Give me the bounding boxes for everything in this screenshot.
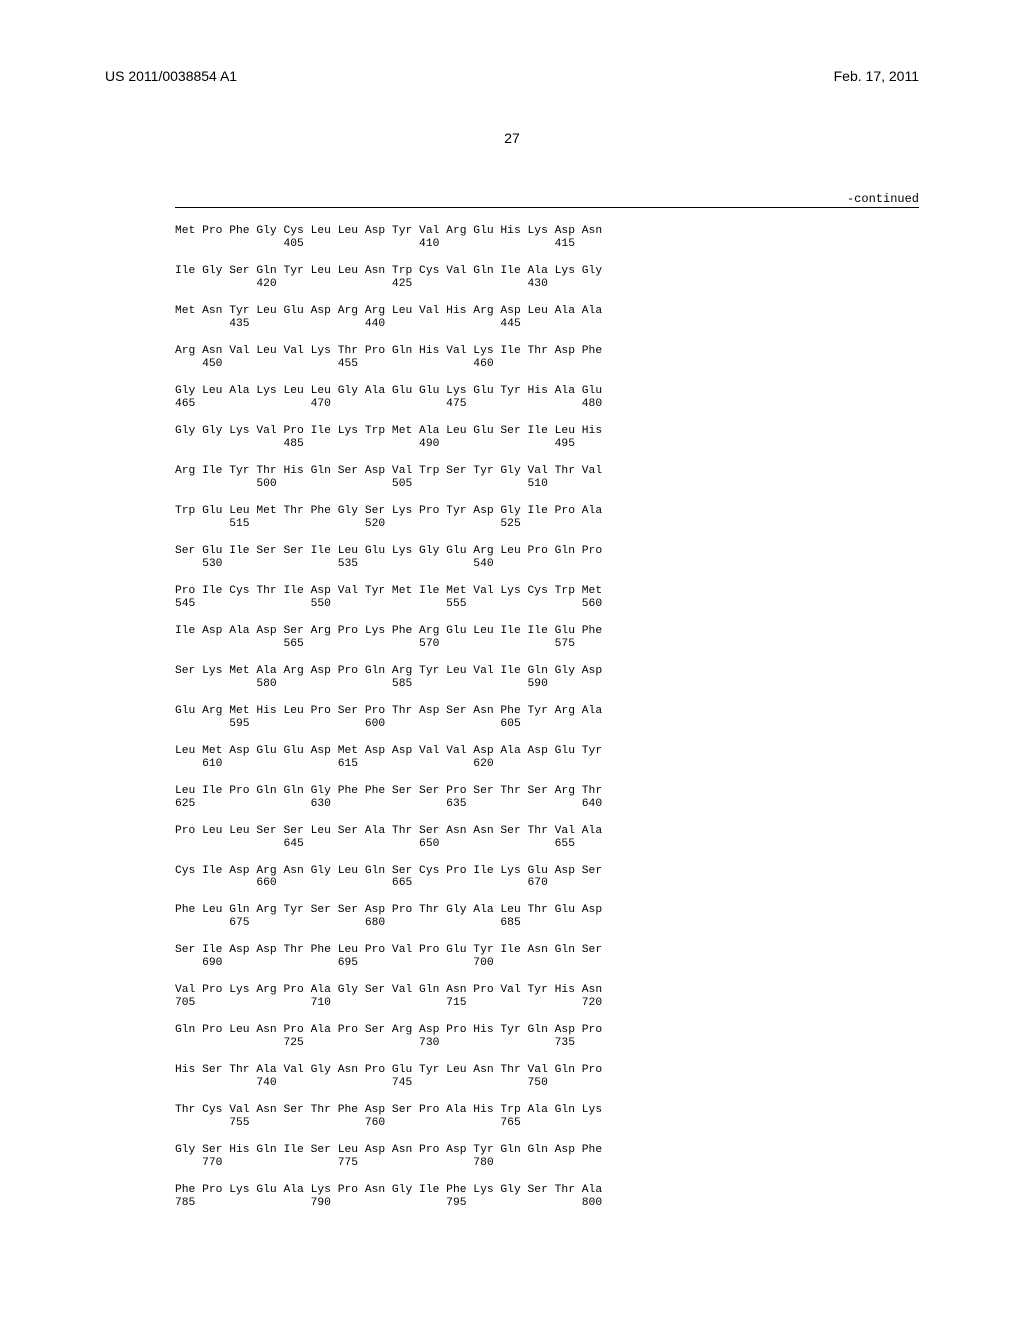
sequence-row: Phe Leu Gln Arg Tyr Ser Ser Asp Pro Thr … [175, 904, 602, 930]
sequence-row: Gln Pro Leu Asn Pro Ala Pro Ser Arg Asp … [175, 1024, 602, 1050]
sequence-row: Pro Ile Cys Thr Ile Asp Val Tyr Met Ile … [175, 585, 602, 611]
amino-acid-line: Cys Ile Asp Arg Asn Gly Leu Gln Ser Cys … [175, 865, 602, 878]
sequence-row: Met Pro Phe Gly Cys Leu Leu Asp Tyr Val … [175, 225, 602, 251]
amino-acid-line: His Ser Thr Ala Val Gly Asn Pro Glu Tyr … [175, 1064, 602, 1077]
position-number-line: 625 630 635 640 [175, 798, 602, 811]
amino-acid-line: Gly Ser His Gln Ile Ser Leu Asp Asn Pro … [175, 1144, 602, 1157]
publication-date: Feb. 17, 2011 [834, 68, 919, 84]
position-number-line: 660 665 670 [175, 877, 602, 890]
position-number-line: 740 745 750 [175, 1077, 602, 1090]
amino-acid-line: Gly Gly Lys Val Pro Ile Lys Trp Met Ala … [175, 425, 602, 438]
sequence-row: Val Pro Lys Arg Pro Ala Gly Ser Val Gln … [175, 984, 602, 1010]
amino-acid-line: Met Pro Phe Gly Cys Leu Leu Asp Tyr Val … [175, 225, 602, 238]
sequence-row: Leu Ile Pro Gln Gln Gly Phe Phe Ser Ser … [175, 785, 602, 811]
position-number-line: 515 520 525 [175, 518, 602, 531]
sequence-row: Gly Gly Lys Val Pro Ile Lys Trp Met Ala … [175, 425, 602, 451]
position-number-line: 420 425 430 [175, 278, 602, 291]
position-number-line: 545 550 555 560 [175, 598, 602, 611]
position-number-line: 450 455 460 [175, 358, 602, 371]
continued-rule [175, 207, 919, 208]
amino-acid-line: Ser Glu Ile Ser Ser Ile Leu Glu Lys Gly … [175, 545, 602, 558]
position-number-line: 675 680 685 [175, 917, 602, 930]
position-number-line: 595 600 605 [175, 718, 602, 731]
sequence-row: Pro Leu Leu Ser Ser Leu Ser Ala Thr Ser … [175, 825, 602, 851]
sequence-row: Ile Gly Ser Gln Tyr Leu Leu Asn Trp Cys … [175, 265, 602, 291]
sequence-row: Ser Glu Ile Ser Ser Ile Leu Glu Lys Gly … [175, 545, 602, 571]
position-number-line: 530 535 540 [175, 558, 602, 571]
page-header: US 2011/0038854 A1 Feb. 17, 2011 [0, 68, 1024, 84]
position-number-line: 645 650 655 [175, 838, 602, 851]
sequence-row: Trp Glu Leu Met Thr Phe Gly Ser Lys Pro … [175, 505, 602, 531]
position-number-line: 755 760 765 [175, 1117, 602, 1130]
sequence-row: Cys Ile Asp Arg Asn Gly Leu Gln Ser Cys … [175, 865, 602, 891]
sequence-row: Phe Pro Lys Glu Ala Lys Pro Asn Gly Ile … [175, 1184, 602, 1210]
sequence-row: Arg Asn Val Leu Val Lys Thr Pro Gln His … [175, 345, 602, 371]
position-number-line: 785 790 795 800 [175, 1197, 602, 1210]
amino-acid-line: Phe Leu Gln Arg Tyr Ser Ser Asp Pro Thr … [175, 904, 602, 917]
position-number-line: 610 615 620 [175, 758, 602, 771]
sequence-row: Ile Asp Ala Asp Ser Arg Pro Lys Phe Arg … [175, 625, 602, 651]
page-number: 27 [0, 130, 1024, 146]
amino-acid-line: Met Asn Tyr Leu Glu Asp Arg Arg Leu Val … [175, 305, 602, 318]
sequence-row: Gly Leu Ala Lys Leu Leu Gly Ala Glu Glu … [175, 385, 602, 411]
amino-acid-line: Ile Asp Ala Asp Ser Arg Pro Lys Phe Arg … [175, 625, 602, 638]
sequence-row: Leu Met Asp Glu Glu Asp Met Asp Asp Val … [175, 745, 602, 771]
amino-acid-line: Thr Cys Val Asn Ser Thr Phe Asp Ser Pro … [175, 1104, 602, 1117]
amino-acid-line: Leu Met Asp Glu Glu Asp Met Asp Asp Val … [175, 745, 602, 758]
amino-acid-line: Ile Gly Ser Gln Tyr Leu Leu Asn Trp Cys … [175, 265, 602, 278]
sequence-row: His Ser Thr Ala Val Gly Asn Pro Glu Tyr … [175, 1064, 602, 1090]
amino-acid-line: Pro Leu Leu Ser Ser Leu Ser Ala Thr Ser … [175, 825, 602, 838]
position-number-line: 485 490 495 [175, 438, 602, 451]
position-number-line: 435 440 445 [175, 318, 602, 331]
amino-acid-line: Gln Pro Leu Asn Pro Ala Pro Ser Arg Asp … [175, 1024, 602, 1037]
sequence-row: Arg Ile Tyr Thr His Gln Ser Asp Val Trp … [175, 465, 602, 491]
position-number-line: 770 775 780 [175, 1157, 602, 1170]
position-number-line: 405 410 415 [175, 238, 602, 251]
sequence-row: Ser Lys Met Ala Arg Asp Pro Gln Arg Tyr … [175, 665, 602, 691]
amino-acid-line: Trp Glu Leu Met Thr Phe Gly Ser Lys Pro … [175, 505, 602, 518]
amino-acid-line: Leu Ile Pro Gln Gln Gly Phe Phe Ser Ser … [175, 785, 602, 798]
amino-acid-line: Arg Asn Val Leu Val Lys Thr Pro Gln His … [175, 345, 602, 358]
publication-number: US 2011/0038854 A1 [105, 68, 237, 84]
sequence-row: Met Asn Tyr Leu Glu Asp Arg Arg Leu Val … [175, 305, 602, 331]
position-number-line: 465 470 475 480 [175, 398, 602, 411]
amino-acid-line: Ser Lys Met Ala Arg Asp Pro Gln Arg Tyr … [175, 665, 602, 678]
amino-acid-line: Gly Leu Ala Lys Leu Leu Gly Ala Glu Glu … [175, 385, 602, 398]
position-number-line: 705 710 715 720 [175, 997, 602, 1010]
position-number-line: 690 695 700 [175, 957, 602, 970]
continued-label: -continued [847, 192, 919, 206]
position-number-line: 500 505 510 [175, 478, 602, 491]
amino-acid-line: Ser Ile Asp Asp Thr Phe Leu Pro Val Pro … [175, 944, 602, 957]
sequence-row: Glu Arg Met His Leu Pro Ser Pro Thr Asp … [175, 705, 602, 731]
position-number-line: 565 570 575 [175, 638, 602, 651]
amino-acid-line: Arg Ile Tyr Thr His Gln Ser Asp Val Trp … [175, 465, 602, 478]
amino-acid-line: Glu Arg Met His Leu Pro Ser Pro Thr Asp … [175, 705, 602, 718]
sequence-row: Gly Ser His Gln Ile Ser Leu Asp Asn Pro … [175, 1144, 602, 1170]
position-number-line: 725 730 735 [175, 1037, 602, 1050]
position-number-line: 580 585 590 [175, 678, 602, 691]
sequence-listing: Met Pro Phe Gly Cys Leu Leu Asp Tyr Val … [175, 225, 602, 1224]
sequence-row: Ser Ile Asp Asp Thr Phe Leu Pro Val Pro … [175, 944, 602, 970]
amino-acid-line: Pro Ile Cys Thr Ile Asp Val Tyr Met Ile … [175, 585, 602, 598]
sequence-row: Thr Cys Val Asn Ser Thr Phe Asp Ser Pro … [175, 1104, 602, 1130]
amino-acid-line: Phe Pro Lys Glu Ala Lys Pro Asn Gly Ile … [175, 1184, 602, 1197]
amino-acid-line: Val Pro Lys Arg Pro Ala Gly Ser Val Gln … [175, 984, 602, 997]
